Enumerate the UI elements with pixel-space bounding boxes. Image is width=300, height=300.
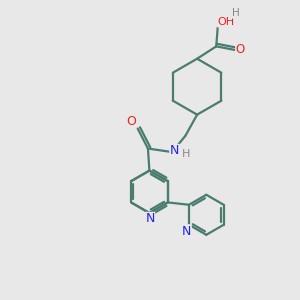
Text: N: N <box>145 212 155 225</box>
Text: N: N <box>182 225 191 238</box>
Text: OH: OH <box>218 17 235 27</box>
Text: O: O <box>126 115 136 128</box>
Text: N: N <box>170 144 179 158</box>
Text: H: H <box>232 8 239 18</box>
Text: H: H <box>182 149 190 159</box>
Text: O: O <box>236 44 245 56</box>
